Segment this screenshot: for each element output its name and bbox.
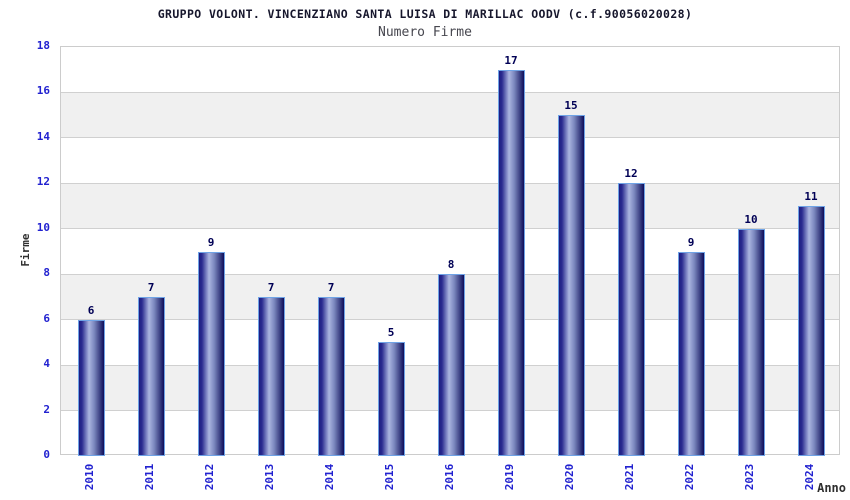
bar-value-label: 6: [87, 303, 95, 317]
plot-band: [61, 92, 839, 138]
bar-value-label: 11: [804, 190, 818, 204]
y-tick-label: 4: [43, 357, 50, 371]
y-tick-label: 6: [43, 311, 50, 325]
bar-value-label: 17: [504, 53, 518, 67]
bar-value-label: 15: [564, 99, 578, 113]
plot-band: [61, 47, 839, 92]
bar: [377, 342, 405, 456]
gridline: [61, 182, 839, 184]
y-tick-label: 2: [43, 402, 50, 416]
bar: [77, 319, 105, 456]
x-tick-label: 2020: [563, 463, 576, 491]
bar: [737, 228, 765, 456]
plot-band: [61, 138, 839, 183]
y-tick-label: 12: [36, 175, 50, 189]
x-tick-label: 2015: [383, 463, 396, 491]
bar-value-label: 9: [207, 235, 215, 249]
bar-value-label: 9: [687, 235, 695, 249]
x-tick-label: 2024: [803, 463, 816, 491]
x-tick-label: 2023: [743, 463, 756, 491]
x-tick-label: 2016: [443, 463, 456, 491]
bar: [497, 69, 525, 456]
gridline: [61, 137, 839, 139]
plot-area: 6 7 9 7 7 5 8 17 15 12 9 10 11: [60, 46, 840, 456]
bar-value-label: 12: [624, 167, 638, 181]
bar: [437, 274, 465, 456]
y-tick-label: 14: [36, 129, 50, 143]
chart-subtitle: Numero Firme: [378, 25, 472, 40]
y-tick-label: 10: [36, 220, 50, 234]
bar: [557, 115, 585, 456]
bar-value-label: 7: [147, 280, 155, 294]
bar-value-label: 10: [744, 212, 758, 226]
bar-value-label: 8: [447, 258, 455, 272]
x-tick-label: 2019: [503, 463, 516, 491]
gridline: [61, 228, 839, 230]
y-tick-label: 18: [36, 39, 50, 52]
bar: [677, 251, 705, 456]
x-tick-label: 2012: [203, 463, 216, 491]
bar: [137, 296, 165, 456]
chart-title: GRUPPO VOLONT. VINCENZIANO SANTA LUISA D…: [157, 7, 693, 21]
y-tick-label: 0: [43, 448, 50, 461]
x-axis-label: Anno: [817, 481, 846, 495]
x-tick-label: 2011: [143, 463, 156, 491]
bar: [797, 206, 825, 456]
bar-value-label: 5: [387, 326, 395, 340]
y-tick-label: 16: [36, 84, 50, 98]
bar: [197, 251, 225, 456]
plot-band: [61, 183, 839, 229]
y-tick-label: 8: [43, 266, 50, 280]
bar: [317, 296, 345, 456]
gridline: [61, 91, 839, 93]
bar: [257, 296, 285, 456]
x-tick-label: 2022: [683, 463, 696, 491]
x-tick-label: 2013: [263, 463, 276, 491]
bar: [617, 183, 645, 456]
x-tick-label: 2014: [323, 463, 336, 491]
x-tick-label: 2010: [83, 463, 96, 491]
x-tick-label: 2021: [623, 463, 636, 491]
bar-value-label: 7: [267, 280, 275, 294]
bar-value-label: 7: [327, 280, 335, 294]
